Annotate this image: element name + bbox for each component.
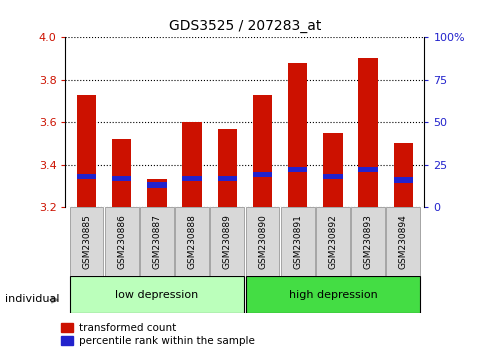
Text: GSM230889: GSM230889 (222, 214, 231, 269)
Bar (112, 176, 131, 181)
Bar (245, 276, 419, 313)
Text: GSM230885: GSM230885 (82, 214, 91, 269)
Bar (393, 143, 412, 207)
Text: high depression: high depression (288, 290, 377, 300)
Bar (287, 167, 307, 172)
Bar (280, 207, 314, 276)
Text: GSM230894: GSM230894 (398, 214, 407, 269)
Bar (217, 129, 237, 207)
Text: GSM230886: GSM230886 (117, 214, 126, 269)
Bar (70, 207, 103, 276)
Bar (182, 176, 201, 181)
Text: GSM230890: GSM230890 (257, 214, 267, 269)
Bar (322, 133, 342, 207)
Text: low depression: low depression (115, 290, 198, 300)
Bar (112, 139, 131, 207)
Text: GSM230888: GSM230888 (187, 214, 196, 269)
Bar (386, 207, 419, 276)
Bar (287, 63, 307, 207)
Bar (105, 207, 138, 276)
Bar (147, 179, 166, 207)
Bar (316, 207, 349, 276)
Bar (175, 207, 209, 276)
Bar (358, 58, 377, 207)
Text: GSM230893: GSM230893 (363, 214, 372, 269)
Bar (322, 174, 342, 179)
Text: GSM230892: GSM230892 (328, 214, 337, 269)
Text: GSM230887: GSM230887 (152, 214, 161, 269)
Bar (182, 122, 201, 207)
Bar (393, 177, 412, 183)
Bar (245, 207, 279, 276)
Bar (252, 95, 272, 207)
Text: GSM230891: GSM230891 (293, 214, 302, 269)
Bar (210, 207, 244, 276)
Bar (77, 95, 96, 207)
Bar (70, 276, 244, 313)
Bar (77, 174, 96, 179)
Bar (217, 176, 237, 181)
Bar (350, 207, 384, 276)
Title: GDS3525 / 207283_at: GDS3525 / 207283_at (168, 19, 320, 33)
Legend: transformed count, percentile rank within the sample: transformed count, percentile rank withi… (61, 323, 254, 346)
Bar (140, 207, 173, 276)
Bar (358, 167, 377, 172)
Bar (252, 172, 272, 177)
Text: individual: individual (5, 294, 59, 304)
Bar (147, 182, 166, 188)
